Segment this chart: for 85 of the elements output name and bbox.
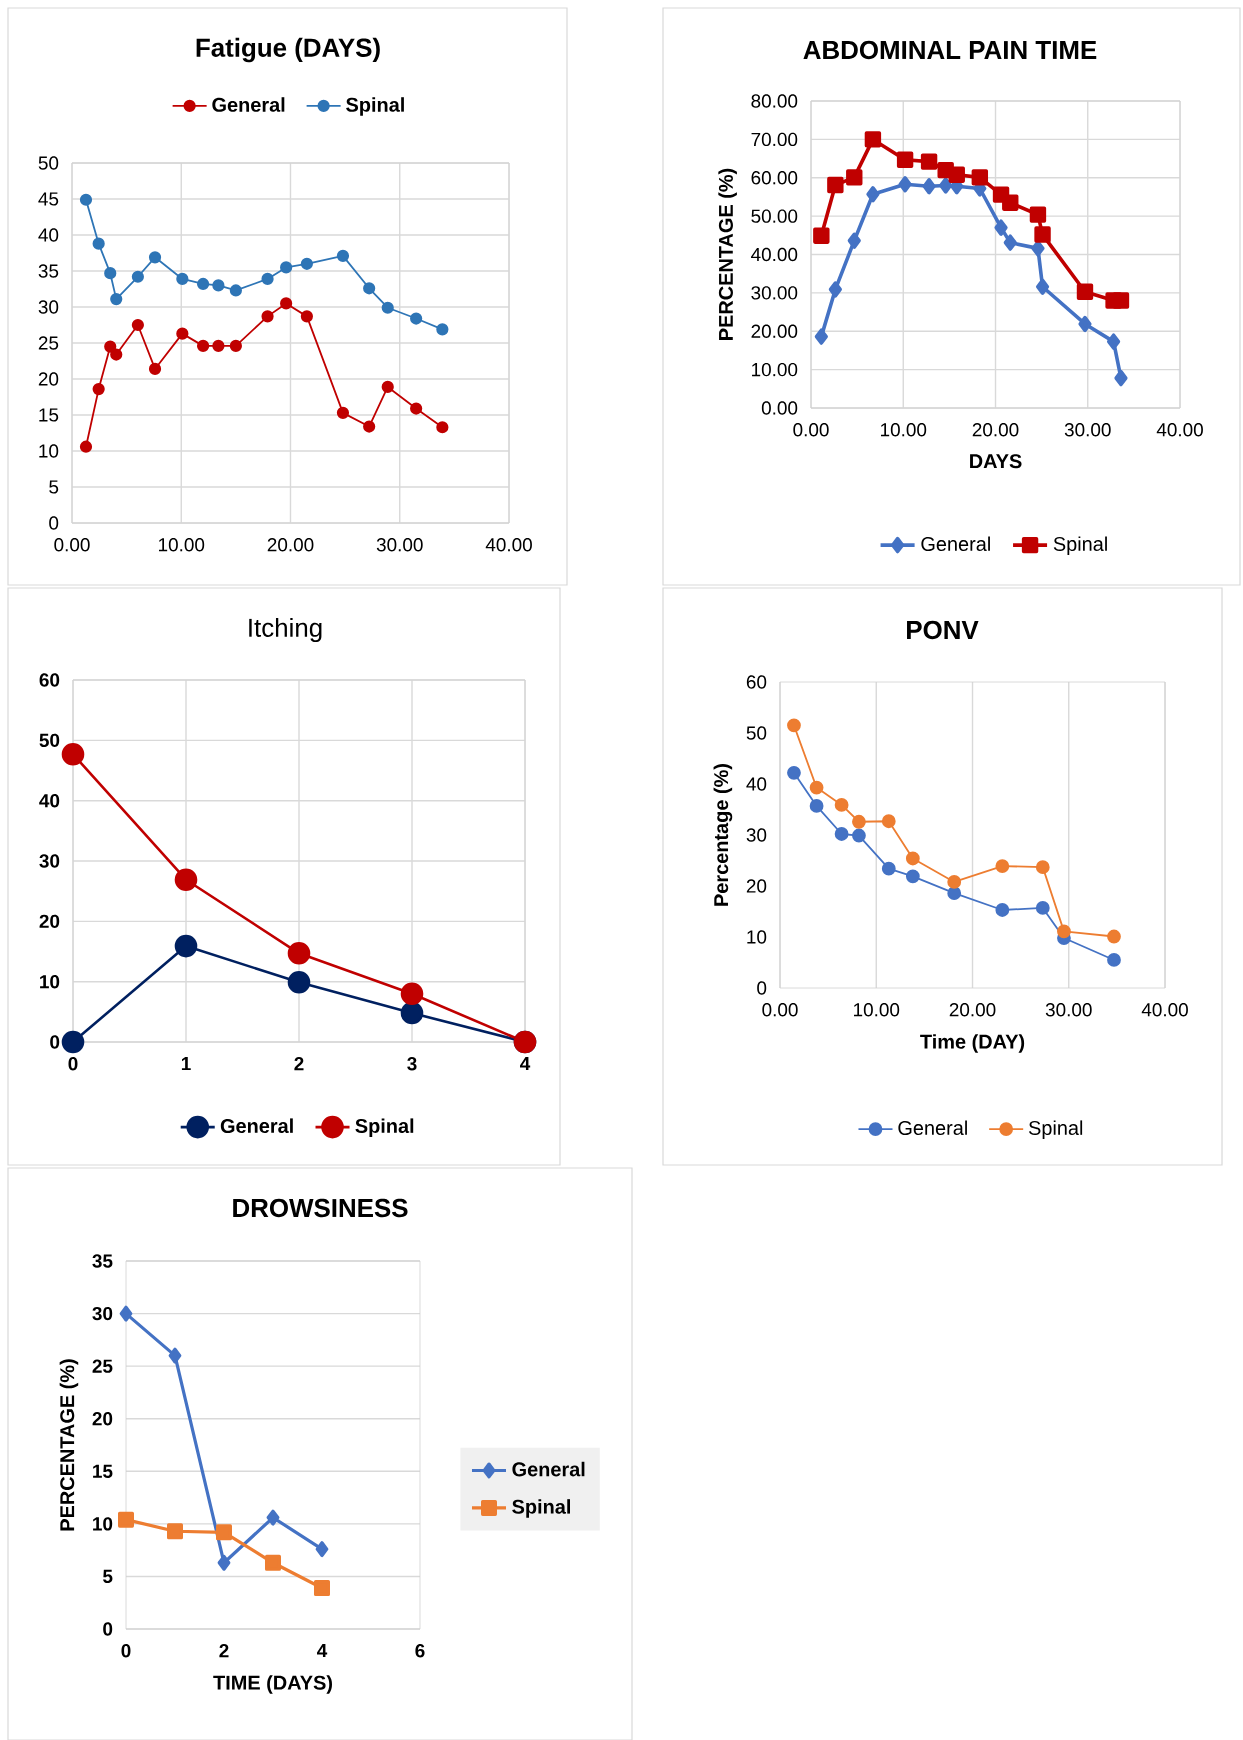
legend-label: Spinal (1053, 536, 1107, 555)
chart-title: Itching (249, 617, 322, 643)
x-axis-title: TIME (DAYS) (213, 1675, 332, 1694)
y-tick-label: 40 (746, 777, 767, 791)
y-tick-label: 10 (747, 930, 767, 944)
y-tick-label: 80.00 (751, 94, 798, 108)
x-tick-label: 0 (121, 1644, 131, 1658)
y-tick-label: 25 (92, 1359, 113, 1373)
x-tick-label: 4 (317, 1644, 328, 1658)
y-axis-title: Percentage (%) (713, 764, 733, 906)
y-tick-label: 50 (39, 733, 60, 748)
y-tick-label: 35 (38, 264, 59, 278)
y-tick-label: 10 (39, 444, 59, 458)
chart-title: PONV (907, 620, 979, 640)
y-tick-label: 45 (38, 192, 59, 206)
y-tick-label: 40 (39, 793, 60, 808)
y-tick-label: 60 (746, 675, 767, 689)
y-tick-label: 20 (38, 372, 59, 386)
chart-title: DROWSINESS (233, 1198, 408, 1218)
y-tick-label: 70.00 (751, 132, 798, 147)
x-tick-label: 20.00 (267, 538, 314, 552)
x-tick-label: 1 (181, 1057, 191, 1071)
x-tick-label: 30.00 (1045, 1003, 1092, 1017)
y-tick-label: 20 (39, 914, 60, 929)
y-tick-label: 30 (92, 1306, 113, 1321)
x-tick-label: 20.00 (949, 1003, 996, 1017)
y-tick-label: 5 (103, 1569, 113, 1584)
x-tick-label: 20.00 (972, 423, 1019, 437)
y-tick-label: 0 (49, 516, 59, 530)
y-tick-label: 35 (92, 1254, 113, 1268)
legend-label: General (898, 1120, 967, 1136)
y-axis-title: PERCENTAGE (%) (59, 1359, 79, 1531)
legend-label: Spinal (512, 1499, 570, 1518)
x-tick-label: 3 (407, 1057, 417, 1071)
x-tick-label: 40.00 (1156, 423, 1203, 437)
chart-title: Fatigue (DAYS) (196, 37, 380, 63)
y-tick-label: 0.00 (761, 401, 798, 415)
x-tick-label: 10.00 (159, 538, 205, 552)
legend-label: General (921, 536, 990, 551)
y-tick-label: 5 (49, 480, 59, 494)
legend-label: Spinal (1028, 1120, 1083, 1139)
y-tick-label: 0 (50, 1035, 60, 1049)
x-tick-label: 40.00 (485, 538, 532, 552)
x-tick-label: 40.00 (1141, 1003, 1188, 1017)
y-tick-label: 0 (103, 1622, 113, 1636)
x-tick-label: 10.00 (881, 423, 927, 437)
y-tick-label: 25 (38, 336, 59, 350)
y-tick-label: 30.00 (751, 286, 798, 300)
chart-title: ABDOMINAL PAIN TIME (803, 40, 1097, 60)
y-tick-label: 30 (746, 828, 767, 842)
y-tick-label: 20 (746, 879, 767, 893)
x-tick-label: 10.00 (854, 1003, 900, 1017)
y-tick-label: 30 (38, 300, 59, 314)
x-axis-title: DAYS (970, 454, 1022, 469)
x-axis-title: Time (DAY) (920, 1034, 1025, 1053)
y-tick-label: 20 (92, 1412, 113, 1426)
y-tick-label: 10 (93, 1517, 113, 1531)
x-tick-label: 2 (219, 1644, 229, 1658)
y-tick-label: 20.00 (751, 324, 798, 338)
y-tick-label: 30 (39, 854, 60, 868)
y-tick-label: 0 (757, 981, 767, 995)
legend-label: General (220, 1118, 293, 1134)
y-tick-label: 50 (38, 156, 59, 170)
x-tick-label: 6 (415, 1644, 425, 1658)
y-tick-label: 15 (93, 1464, 113, 1478)
x-tick-label: 0 (68, 1057, 78, 1071)
y-axis-title: PERCENTAGE (%) (718, 168, 737, 340)
y-tick-label: 40.00 (751, 247, 798, 262)
legend-label: General (212, 97, 285, 112)
x-tick-label: 4 (520, 1057, 531, 1071)
legend-label: General (512, 1461, 585, 1477)
x-tick-label: 0.00 (793, 423, 829, 437)
x-tick-label: 30.00 (376, 538, 423, 552)
y-tick-label: 10 (40, 974, 60, 989)
legend-label: Spinal (355, 1118, 414, 1137)
y-tick-label: 40 (38, 228, 59, 242)
y-tick-label: 50 (746, 726, 767, 740)
legend-label: Spinal (346, 97, 404, 116)
x-tick-label: 2 (294, 1057, 304, 1071)
y-tick-label: 50.00 (751, 209, 798, 223)
x-tick-label: 30.00 (1064, 423, 1111, 437)
y-tick-label: 60.00 (751, 171, 798, 185)
y-tick-label: 10.00 (752, 362, 798, 377)
y-tick-label: 15 (39, 408, 59, 422)
y-tick-label: 60 (39, 673, 60, 687)
